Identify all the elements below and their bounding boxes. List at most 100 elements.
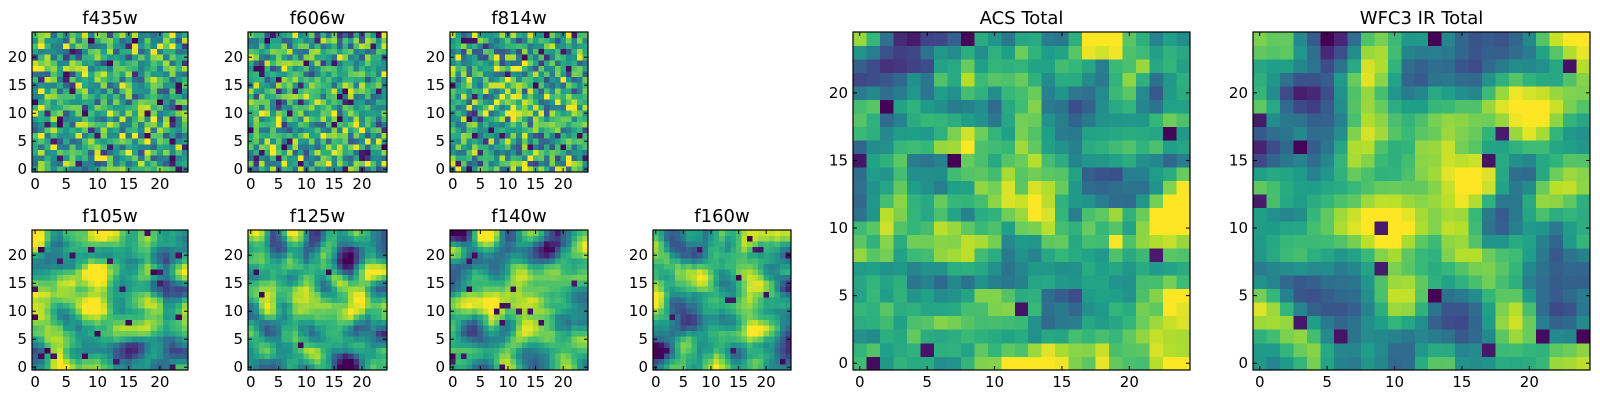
heatmap-cell [69, 230, 76, 236]
heatmap-cell [331, 263, 338, 270]
heatmap-cell [499, 274, 506, 281]
heatmap-cell [309, 76, 316, 83]
heatmap-cell [735, 280, 742, 287]
heatmap-cell [270, 269, 277, 276]
heatmap-cell [532, 37, 539, 44]
heatmap-cell [483, 138, 489, 145]
heatmap-cell [746, 246, 753, 253]
heatmap-cell [248, 160, 254, 167]
heatmap-cell [156, 235, 164, 242]
heatmap-cell [450, 65, 456, 72]
heatmap-cell [63, 121, 70, 128]
heatmap-cell [175, 155, 183, 162]
heatmap-cell [175, 82, 183, 89]
heatmap-cell [719, 297, 726, 304]
heatmap-cell [719, 336, 726, 343]
heatmap-cell [455, 88, 462, 94]
x-tick-label: 15 [119, 175, 138, 193]
heatmap-cell [303, 241, 310, 248]
heatmap-cell [1163, 356, 1177, 371]
heatmap-cell [314, 76, 321, 83]
heatmap-cell [364, 127, 371, 134]
heatmap-cell [69, 291, 76, 298]
heatmap-cell [44, 88, 52, 94]
heatmap-cell [138, 149, 145, 156]
heatmap-cell [100, 325, 108, 332]
heatmap-cell [375, 241, 382, 248]
heatmap-cell [119, 104, 126, 111]
heatmap-cell [131, 121, 139, 128]
heatmap-cell [532, 54, 539, 61]
heatmap-cell [752, 330, 759, 337]
heatmap-cell [113, 37, 120, 44]
heatmap-cell [680, 291, 687, 298]
heatmap-cell [658, 269, 665, 276]
heatmap-cell [933, 342, 948, 357]
heatmap-cell [169, 166, 176, 173]
heatmap-cell [499, 263, 506, 270]
heatmap-cell [138, 297, 145, 304]
heatmap-cell [560, 132, 567, 139]
heatmap-cell [309, 155, 316, 162]
heatmap-cell [565, 353, 572, 360]
heatmap-cell [314, 54, 321, 61]
heatmap-cell [741, 364, 748, 371]
heatmap-cell [270, 60, 277, 66]
heatmap-cell [543, 104, 550, 111]
heatmap-cell [119, 252, 126, 259]
heatmap-cell [342, 48, 349, 55]
heatmap-cell [582, 347, 589, 354]
heatmap-cell [510, 258, 517, 264]
heatmap-cell [125, 258, 133, 264]
heatmap-cell [163, 274, 170, 281]
heatmap-cell [275, 325, 282, 332]
heatmap-cell [713, 308, 720, 315]
heatmap-cell [757, 258, 764, 264]
heatmap-cell [494, 82, 500, 89]
heatmap-cell [565, 127, 572, 134]
heatmap-cell [785, 241, 792, 248]
heatmap-cell [974, 207, 989, 222]
heatmap-cell [309, 37, 316, 44]
heatmap-cell [38, 235, 45, 242]
heatmap-cell [100, 121, 108, 128]
heatmap-cell [779, 347, 786, 354]
heatmap-cell [348, 93, 354, 100]
heatmap-cell [163, 71, 170, 78]
heatmap-cell [331, 138, 338, 145]
heatmap-cell [735, 353, 742, 360]
heatmap-cell [554, 166, 561, 173]
heatmap-cell [138, 263, 145, 270]
heatmap-cell [455, 230, 462, 236]
heatmap-cell [947, 342, 962, 357]
heatmap-cell [364, 155, 371, 162]
heatmap-cell [582, 353, 589, 360]
heatmap-cell [499, 160, 506, 167]
heatmap-cell [505, 235, 512, 242]
y-tick-label: 5 [435, 132, 445, 150]
heatmap-cell [69, 37, 76, 44]
heatmap-cell [879, 342, 894, 357]
heatmap-cell [565, 71, 572, 78]
heatmap-cell [1136, 221, 1150, 236]
heatmap-cell [381, 144, 388, 150]
heatmap-cell [499, 336, 506, 343]
heatmap-cell [286, 319, 293, 326]
heatmap-cell [933, 194, 948, 209]
heatmap-cell [1176, 167, 1191, 182]
heatmap-cell [348, 82, 354, 89]
heatmap-cell [757, 230, 764, 236]
heatmap-cell [303, 308, 310, 315]
heatmap-cell [499, 314, 506, 320]
heatmap-cell [342, 274, 349, 281]
heatmap-cell [1055, 207, 1069, 222]
heatmap-cell [1028, 342, 1043, 357]
heatmap-cell [521, 99, 528, 106]
heatmap-cell [131, 353, 139, 360]
heatmap-cell [292, 286, 299, 292]
heatmap-cell [169, 54, 176, 61]
heatmap-cell [461, 336, 467, 343]
heatmap-cell [853, 288, 867, 303]
heatmap-cell [270, 246, 277, 253]
